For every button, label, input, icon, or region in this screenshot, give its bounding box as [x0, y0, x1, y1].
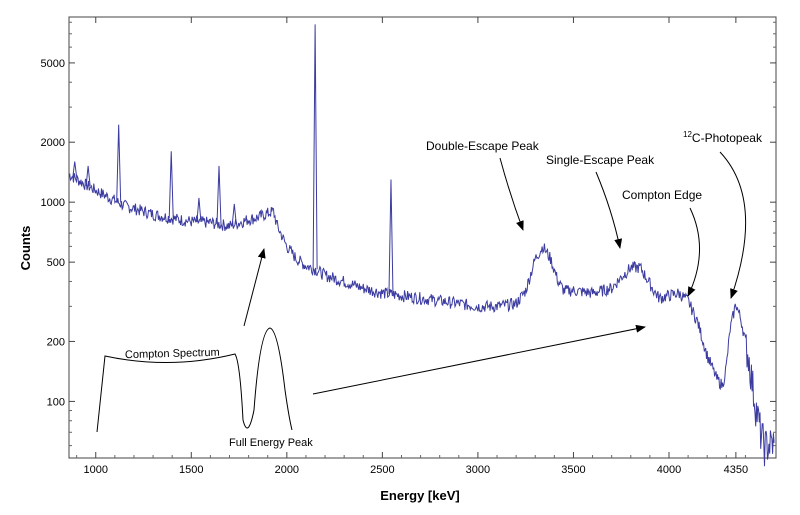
- y-tick-label: 2000: [41, 137, 65, 149]
- y-axis: 100 200 500 1000 2000 5000: [41, 21, 776, 447]
- annotation-c-photopeak-arrow: [719, 151, 747, 299]
- x-tick-label: 4350: [724, 464, 748, 476]
- y-axis-title: Counts: [18, 226, 33, 271]
- annotation-single-escape-arrow: [595, 171, 623, 249]
- annotation-compton-edge-arrow: [687, 207, 700, 297]
- x-tick-label: 1500: [179, 464, 203, 476]
- annotation-single-escape: Single-Escape Peak: [546, 153, 655, 167]
- spectrum-peak: [72, 161, 78, 178]
- annotation-double-escape: Double-Escape Peak: [426, 139, 540, 153]
- annotation-c-photopeak-text: C-Photopeak: [692, 131, 763, 145]
- spectrum-peak: [196, 197, 202, 222]
- inset-curve: [96, 327, 293, 433]
- annotation-double-escape-arrow: [499, 157, 524, 231]
- plot-frame: [68, 16, 777, 459]
- spectrum-peak: [85, 165, 91, 187]
- annotation-compton-edge: Compton Edge: [622, 188, 702, 202]
- x-axis-title: Energy [keV]: [380, 488, 459, 503]
- x-tick-label: 1000: [84, 464, 108, 476]
- spectrum-peak: [388, 179, 394, 295]
- inset-label-compton: Compton Spectrum: [125, 347, 220, 361]
- x-tick-label: 2000: [275, 464, 299, 476]
- x-tick-label: 3500: [561, 464, 585, 476]
- spectrum-peak: [312, 24, 318, 270]
- x-tick-label: 3000: [466, 464, 490, 476]
- inset-arrow-compton-edge: [243, 248, 266, 327]
- annotation-c-photopeak-superscript: 12: [683, 130, 692, 139]
- spectrum-peak: [231, 203, 237, 225]
- x-tick-label: 4000: [657, 464, 681, 476]
- inset-arrow-full-energy: [312, 324, 646, 395]
- spectrum-line: [68, 172, 775, 467]
- inset-label-full-energy: Full Energy Peak: [229, 437, 313, 449]
- y-tick-label: 5000: [41, 58, 65, 70]
- spectrum-peak: [168, 151, 174, 219]
- spectrum-peak: [116, 124, 122, 203]
- annotation-c-photopeak: 12C-Photopeak: [683, 130, 763, 145]
- x-tick-label: 2500: [370, 464, 394, 476]
- x-axis: 1000 1500 2000 2500 3000 3500 4000 4350: [76, 17, 748, 476]
- y-tick-label: 200: [47, 336, 65, 348]
- y-tick-label: 100: [47, 396, 65, 408]
- inset-schematic: Compton Spectrum Full Energy Peak: [96, 248, 646, 449]
- peak-lines: [72, 24, 394, 295]
- y-tick-label: 1000: [41, 197, 65, 209]
- spectrum-peak: [216, 165, 222, 225]
- y-tick-label: 500: [47, 257, 65, 269]
